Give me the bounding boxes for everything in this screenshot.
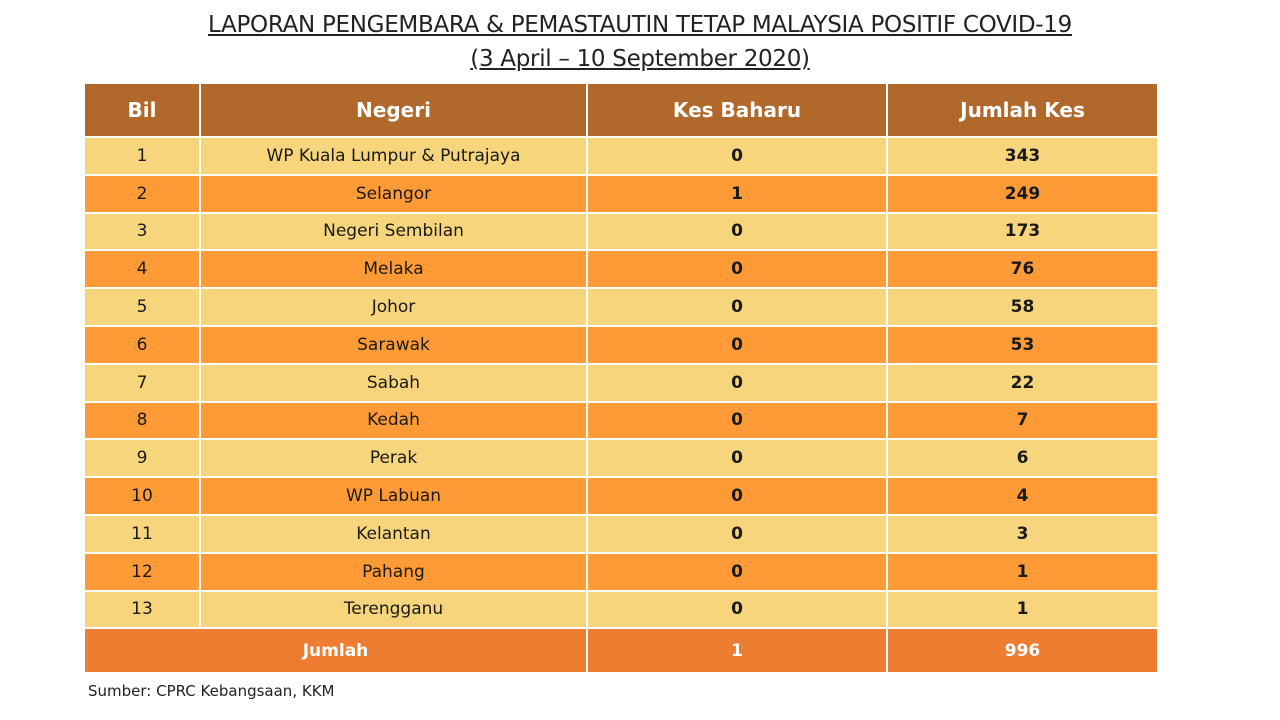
header-jumlah-kes: Jumlah Kes	[886, 82, 1159, 138]
cell-bil: 4	[83, 249, 201, 290]
cell-kes-baharu: 0	[586, 211, 888, 252]
cell-bil: 13	[83, 589, 201, 630]
cell-jumlah-kes: 343	[886, 136, 1159, 176]
cell-negeri: Perak	[199, 438, 588, 479]
table-row: 5 Johor 0 58	[83, 287, 1159, 327]
report-date-range: (3 April – 10 September 2020)	[470, 46, 810, 72]
table-row: 2 Selangor 1 249	[83, 173, 1159, 214]
cell-jumlah-kes: 7	[886, 400, 1159, 441]
cell-negeri: Kelantan	[199, 513, 588, 554]
total-label: Jumlah	[83, 627, 588, 675]
cell-negeri: WP Kuala Lumpur & Putrajaya	[199, 136, 588, 176]
cell-negeri: Terengganu	[199, 589, 588, 630]
cell-bil: 12	[83, 551, 201, 592]
cell-negeri: Selangor	[199, 173, 588, 214]
table-row: 7 Sabah 0 22	[83, 362, 1159, 403]
cell-jumlah-kes: 22	[886, 362, 1159, 403]
table-row: 12 Pahang 0 1	[83, 551, 1159, 592]
cell-kes-baharu: 0	[586, 400, 888, 441]
table-row: 1 WP Kuala Lumpur & Putrajaya 0 343	[83, 136, 1159, 176]
table-row: 6 Sarawak 0 53	[83, 324, 1159, 365]
cell-jumlah-kes: 1	[886, 589, 1159, 630]
total-jumlah-kes: 996	[886, 627, 1159, 675]
table-row: 13 Terengganu 0 1	[83, 589, 1159, 630]
cell-bil: 3	[83, 211, 201, 252]
cell-jumlah-kes: 3	[886, 513, 1159, 554]
table-row: 3 Negeri Sembilan 0 173	[83, 211, 1159, 252]
cell-negeri: WP Labuan	[199, 476, 588, 516]
table-row: 8 Kedah 0 7	[83, 400, 1159, 441]
cell-bil: 11	[83, 513, 201, 554]
total-row: Jumlah 1 996	[83, 627, 1159, 675]
cell-kes-baharu: 0	[586, 551, 888, 592]
cell-bil: 1	[83, 136, 201, 176]
cell-bil: 8	[83, 400, 201, 441]
cell-kes-baharu: 0	[586, 476, 888, 516]
cell-negeri: Kedah	[199, 400, 588, 441]
cell-bil: 5	[83, 287, 201, 327]
cell-kes-baharu: 0	[586, 136, 888, 176]
cell-jumlah-kes: 58	[886, 287, 1159, 327]
cell-jumlah-kes: 249	[886, 173, 1159, 214]
cell-kes-baharu: 0	[586, 589, 888, 630]
table-row: 10 WP Labuan 0 4	[83, 476, 1159, 516]
cell-kes-baharu: 1	[586, 173, 888, 214]
table-row: 4 Melaka 0 76	[83, 249, 1159, 290]
cell-jumlah-kes: 4	[886, 476, 1159, 516]
cell-jumlah-kes: 6	[886, 438, 1159, 479]
header-negeri: Negeri	[199, 82, 588, 138]
cell-bil: 2	[83, 173, 201, 214]
source-note: Sumber: CPRC Kebangsaan, KKM	[88, 682, 335, 700]
cell-negeri: Sabah	[199, 362, 588, 403]
cell-kes-baharu: 0	[586, 249, 888, 290]
cell-negeri: Melaka	[199, 249, 588, 290]
cell-negeri: Sarawak	[199, 324, 588, 365]
cell-kes-baharu: 0	[586, 513, 888, 554]
cell-negeri: Johor	[199, 287, 588, 327]
cell-jumlah-kes: 173	[886, 211, 1159, 252]
total-kes-baharu: 1	[586, 627, 888, 675]
cases-table: Bil Negeri Kes Baharu Jumlah Kes 1 WP Kua…	[83, 82, 1159, 675]
cell-kes-baharu: 0	[586, 438, 888, 479]
cell-kes-baharu: 0	[586, 287, 888, 327]
cell-bil: 7	[83, 362, 201, 403]
cell-bil: 10	[83, 476, 201, 516]
cell-jumlah-kes: 1	[886, 551, 1159, 592]
table-row: 9 Perak 0 6	[83, 438, 1159, 479]
table-header-row: Bil Negeri Kes Baharu Jumlah Kes	[83, 82, 1159, 138]
header-bil: Bil	[83, 82, 201, 138]
cell-negeri: Negeri Sembilan	[199, 211, 588, 252]
cell-kes-baharu: 0	[586, 362, 888, 403]
cell-jumlah-kes: 53	[886, 324, 1159, 365]
table-row: 11 Kelantan 0 3	[83, 513, 1159, 554]
header-kes-baharu: Kes Baharu	[586, 82, 888, 138]
cell-negeri: Pahang	[199, 551, 588, 592]
cell-jumlah-kes: 76	[886, 249, 1159, 290]
cell-kes-baharu: 0	[586, 324, 888, 365]
cell-bil: 6	[83, 324, 201, 365]
report-title: LAPORAN PENGEMBARA & PEMASTAUTIN TETAP M…	[208, 12, 1072, 38]
cell-bil: 9	[83, 438, 201, 479]
